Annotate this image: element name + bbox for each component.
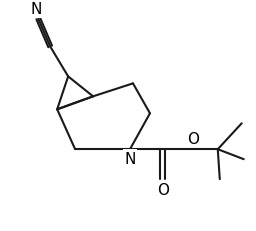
Text: N: N	[124, 151, 136, 166]
Text: O: O	[157, 182, 169, 197]
Text: O: O	[187, 131, 199, 146]
Text: N: N	[30, 2, 42, 17]
